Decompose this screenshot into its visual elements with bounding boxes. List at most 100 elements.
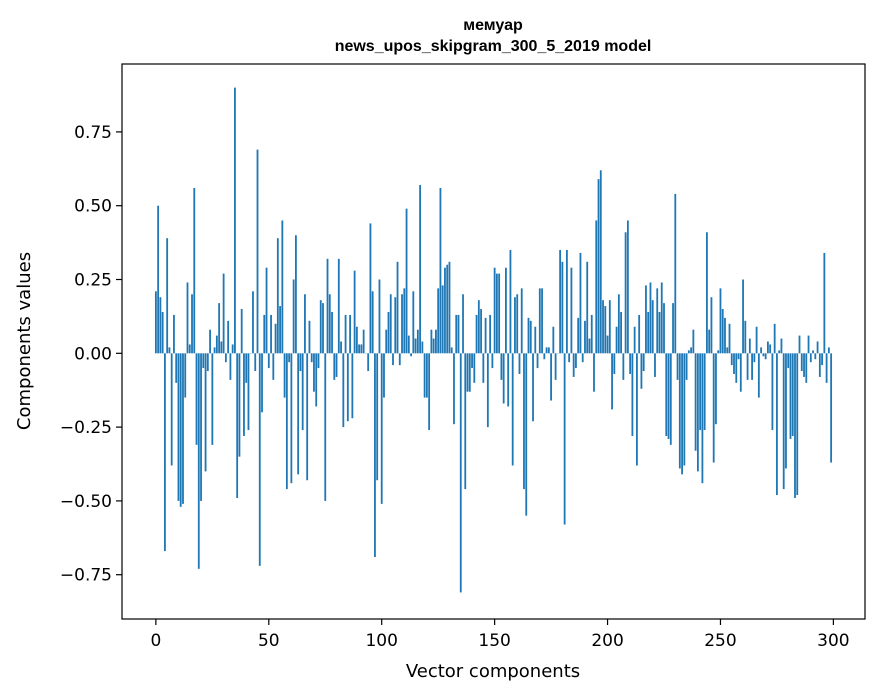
bar-233 (681, 353, 683, 475)
bar-252 (724, 317, 726, 354)
bar-98 (376, 353, 379, 481)
bar-176 (552, 326, 555, 354)
bar-137 (464, 353, 467, 490)
bar-125 (437, 288, 440, 354)
bar-258 (737, 353, 740, 360)
bar-86 (349, 314, 351, 354)
bar-51 (270, 314, 272, 354)
bar-20 (200, 353, 202, 501)
bar-150 (493, 267, 496, 354)
bar-169 (536, 353, 539, 369)
bar-228 (669, 353, 672, 445)
bar-196 (597, 179, 600, 354)
bar-287 (803, 353, 805, 377)
bar-107 (396, 261, 399, 354)
bar-4 (164, 353, 166, 552)
bar-153 (500, 353, 503, 380)
bar-97 (374, 353, 376, 558)
bar-108 (398, 353, 401, 366)
bar-239 (694, 353, 697, 451)
bar-8 (173, 314, 175, 354)
x-tick-label: 200 (591, 631, 623, 651)
bar-63 (297, 353, 300, 475)
bar-32 (227, 320, 230, 354)
x-axis-label: Vector components (406, 661, 580, 682)
bar-293 (816, 341, 819, 354)
bar-182 (565, 249, 568, 354)
bar-175 (550, 353, 552, 401)
bar-203 (613, 353, 616, 374)
bar-263 (748, 338, 751, 354)
bar-3 (161, 311, 164, 354)
bar-290 (809, 353, 812, 363)
bar-221 (654, 353, 656, 377)
bar-13 (184, 353, 187, 398)
y-tick-label: 0.25 (74, 271, 112, 291)
bar-276 (778, 350, 781, 354)
bar-238 (692, 329, 695, 354)
bar-266 (755, 326, 758, 354)
bar-147 (486, 353, 489, 428)
bar-90 (358, 344, 361, 354)
bar-58 (285, 353, 288, 490)
bar-200 (606, 335, 609, 354)
bar-152 (498, 273, 501, 354)
bar-205 (617, 294, 620, 354)
bar-270 (764, 353, 767, 360)
bar-255 (730, 353, 733, 366)
chart-title-line2: news_upos_skipgram_300_5_2019 model (335, 38, 652, 55)
bar-299 (830, 353, 833, 463)
bar-46 (258, 353, 261, 566)
bar-156 (507, 353, 510, 407)
bar-259 (739, 353, 742, 392)
bar-112 (407, 335, 410, 354)
x-tick-label: 250 (704, 631, 736, 651)
bar-109 (401, 294, 403, 354)
bar-171 (541, 288, 543, 354)
bar-2 (159, 297, 162, 354)
bar-43 (252, 291, 254, 354)
bar-85 (346, 353, 349, 422)
bar-288 (805, 353, 808, 383)
bar-237 (690, 347, 693, 354)
bar-10 (177, 353, 180, 501)
bar-146 (484, 317, 487, 354)
bar-271 (766, 341, 769, 354)
bar-184 (570, 267, 573, 354)
bar-191 (586, 261, 589, 354)
bar-269 (762, 353, 765, 357)
bar-49 (265, 267, 268, 354)
bar-65 (301, 353, 304, 431)
bar-294 (818, 353, 821, 377)
bar-172 (543, 353, 546, 360)
bar-5 (166, 238, 169, 354)
bar-245 (708, 329, 711, 354)
bar-55 (279, 306, 281, 354)
bar-170 (538, 288, 541, 354)
bar-138 (466, 353, 469, 392)
bar-111 (405, 208, 408, 354)
bar-144 (480, 309, 482, 354)
bar-207 (622, 353, 625, 380)
bar-100 (380, 353, 383, 504)
bar-264 (751, 353, 753, 380)
bar-94 (367, 353, 370, 372)
bar-201 (608, 300, 611, 354)
bar-127 (441, 285, 444, 354)
bar-29 (220, 341, 223, 354)
bar-25 (211, 353, 214, 445)
y-tick-label: 0.00 (74, 344, 112, 364)
bar-231 (676, 353, 679, 380)
bar-160 (516, 294, 519, 354)
bar-215 (640, 353, 643, 389)
bar-95 (369, 223, 372, 354)
bar-53 (274, 323, 277, 354)
bar-77 (328, 294, 331, 354)
bar-250 (719, 288, 722, 354)
bar-136 (462, 294, 464, 354)
bar-21 (202, 353, 205, 369)
bar-130 (448, 261, 451, 354)
bar-260 (742, 279, 744, 354)
bar-41 (247, 353, 250, 431)
